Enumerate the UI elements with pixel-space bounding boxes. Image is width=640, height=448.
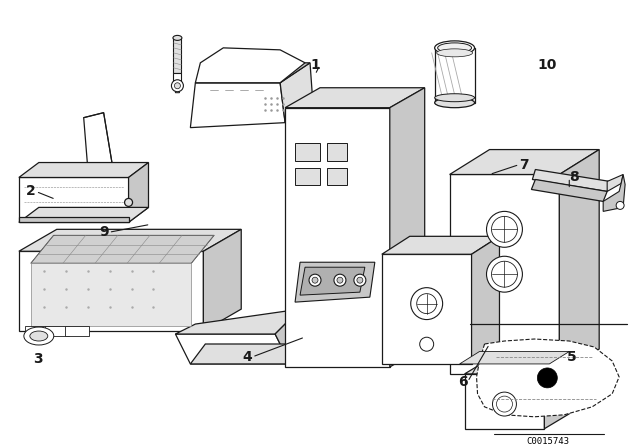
Circle shape — [411, 288, 443, 319]
Polygon shape — [603, 174, 625, 211]
Polygon shape — [65, 326, 89, 336]
Polygon shape — [531, 180, 607, 202]
Polygon shape — [285, 88, 425, 108]
Ellipse shape — [436, 49, 472, 57]
Polygon shape — [84, 113, 114, 180]
Polygon shape — [19, 217, 129, 222]
Text: 10: 10 — [538, 58, 557, 72]
Polygon shape — [607, 174, 623, 191]
Polygon shape — [327, 142, 347, 160]
Circle shape — [492, 261, 517, 287]
Text: 2: 2 — [26, 185, 36, 198]
Polygon shape — [382, 236, 499, 254]
Polygon shape — [450, 150, 599, 174]
Polygon shape — [19, 229, 241, 251]
Polygon shape — [450, 174, 559, 374]
Text: 5: 5 — [566, 350, 576, 364]
Circle shape — [486, 211, 522, 247]
Polygon shape — [195, 48, 305, 83]
Polygon shape — [300, 267, 365, 295]
Polygon shape — [19, 177, 129, 222]
Text: 4: 4 — [243, 350, 252, 364]
Polygon shape — [175, 334, 290, 364]
Polygon shape — [295, 168, 320, 185]
Polygon shape — [460, 352, 569, 364]
Circle shape — [357, 277, 363, 283]
Polygon shape — [532, 169, 610, 191]
Ellipse shape — [438, 43, 472, 53]
Circle shape — [309, 274, 321, 286]
Text: 7: 7 — [520, 158, 529, 172]
Polygon shape — [465, 374, 545, 429]
Polygon shape — [280, 63, 313, 123]
Polygon shape — [31, 235, 214, 263]
Polygon shape — [327, 168, 347, 185]
Polygon shape — [175, 83, 180, 93]
Circle shape — [125, 198, 132, 207]
Polygon shape — [477, 339, 619, 417]
Polygon shape — [173, 73, 181, 83]
Polygon shape — [129, 163, 148, 222]
Text: 6: 6 — [458, 375, 468, 389]
Text: 1: 1 — [310, 58, 320, 72]
Text: 3: 3 — [33, 352, 43, 366]
Circle shape — [312, 277, 318, 283]
Circle shape — [497, 396, 513, 412]
Circle shape — [616, 202, 624, 209]
Polygon shape — [195, 63, 310, 83]
Polygon shape — [545, 359, 569, 429]
Text: 9: 9 — [99, 225, 109, 239]
Polygon shape — [45, 326, 68, 336]
Circle shape — [175, 83, 180, 89]
Polygon shape — [173, 38, 181, 73]
Polygon shape — [190, 83, 285, 128]
Polygon shape — [295, 142, 320, 160]
Text: C0015743: C0015743 — [527, 437, 570, 446]
Polygon shape — [25, 326, 49, 336]
Polygon shape — [472, 236, 499, 364]
Circle shape — [172, 80, 184, 92]
Circle shape — [420, 337, 434, 351]
Circle shape — [354, 274, 366, 286]
Circle shape — [493, 392, 516, 416]
Polygon shape — [559, 150, 599, 374]
Circle shape — [337, 277, 343, 283]
Polygon shape — [390, 88, 425, 367]
Polygon shape — [285, 108, 390, 367]
Ellipse shape — [435, 41, 474, 55]
Polygon shape — [19, 163, 148, 177]
Circle shape — [417, 293, 436, 314]
Polygon shape — [19, 207, 148, 222]
Ellipse shape — [435, 98, 474, 108]
Ellipse shape — [30, 331, 48, 341]
Polygon shape — [382, 254, 472, 364]
Circle shape — [334, 274, 346, 286]
Ellipse shape — [24, 327, 54, 345]
Polygon shape — [465, 359, 569, 374]
Circle shape — [486, 256, 522, 292]
Polygon shape — [435, 48, 474, 103]
Polygon shape — [175, 309, 300, 334]
Circle shape — [492, 216, 517, 242]
Polygon shape — [190, 344, 305, 364]
Polygon shape — [31, 263, 191, 326]
Ellipse shape — [173, 35, 182, 40]
Circle shape — [538, 368, 557, 388]
Text: 8: 8 — [569, 171, 579, 185]
Ellipse shape — [435, 94, 474, 102]
Polygon shape — [295, 262, 375, 302]
Polygon shape — [19, 251, 204, 331]
Polygon shape — [275, 309, 305, 364]
Polygon shape — [204, 229, 241, 331]
